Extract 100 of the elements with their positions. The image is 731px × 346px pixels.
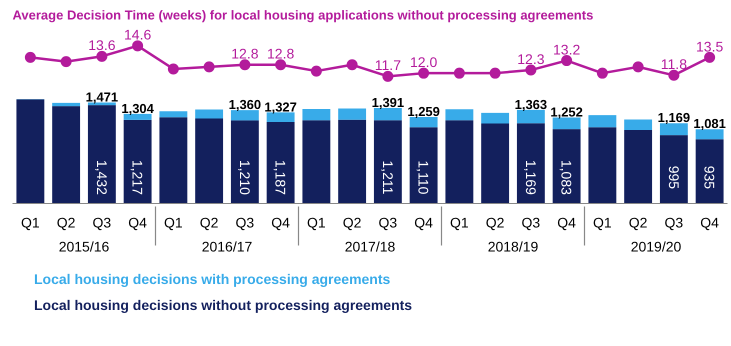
bar xyxy=(302,120,330,204)
data-label: 1,169 xyxy=(522,160,539,196)
point xyxy=(490,68,501,79)
point xyxy=(239,59,250,70)
bar xyxy=(230,120,259,204)
bar xyxy=(195,110,224,119)
bar xyxy=(410,127,438,204)
data-label: 12.8 xyxy=(231,46,259,62)
bar xyxy=(52,102,80,106)
bar xyxy=(624,130,652,204)
text: 2018/19 xyxy=(488,238,539,254)
point xyxy=(346,59,358,70)
bar xyxy=(124,114,152,120)
text: Local housing decisions without processing agreements xyxy=(34,297,412,313)
data-label: 12.0 xyxy=(410,54,438,70)
x-tick-label: Q4 xyxy=(128,214,148,230)
data-label: 1,210 xyxy=(236,160,253,196)
x-tick-label: Q4 xyxy=(557,214,576,230)
data-label: 12.3 xyxy=(517,50,545,67)
bar xyxy=(481,123,510,204)
data-label: 11.7 xyxy=(374,57,402,74)
bar xyxy=(445,120,474,204)
data-label: 995 xyxy=(666,166,682,190)
point xyxy=(60,56,72,68)
bar xyxy=(88,102,116,106)
data-label: 1,110 xyxy=(416,160,432,195)
data-label: 14.6 xyxy=(124,26,152,43)
data-label: 11.8 xyxy=(660,56,688,72)
point xyxy=(24,52,36,63)
bar xyxy=(445,109,474,120)
point xyxy=(561,55,572,66)
bar xyxy=(195,118,224,204)
x-tick-label: Q3 xyxy=(378,214,398,230)
x-tick-label: Q4 xyxy=(414,214,434,230)
total-label: 1,391 xyxy=(372,94,404,110)
bar xyxy=(159,117,188,204)
chart-title: Average Decision Time (weeks) for local housing applications without processing agreements xyxy=(12,8,594,22)
text: 2015/16 xyxy=(58,238,110,254)
data-label: 1,083 xyxy=(558,160,575,196)
point xyxy=(204,61,215,72)
bar xyxy=(16,99,44,204)
point xyxy=(596,68,608,79)
x-tick-label: Q2 xyxy=(56,214,76,230)
bar xyxy=(696,139,724,204)
text: 2019/20 xyxy=(630,238,682,254)
data-label: 13.2 xyxy=(553,41,580,58)
bar xyxy=(588,115,616,128)
point xyxy=(454,68,465,79)
point xyxy=(96,50,108,62)
data-label: 13.6 xyxy=(88,37,116,54)
x-tick-label: Q3 xyxy=(236,214,254,230)
point xyxy=(418,68,430,79)
bar xyxy=(374,120,402,204)
bar xyxy=(624,119,652,130)
bar xyxy=(588,127,616,204)
total-label: 1,327 xyxy=(264,99,297,114)
bar xyxy=(159,111,188,118)
bar xyxy=(660,123,688,136)
bar xyxy=(552,117,581,130)
x-tick-label: Q1 xyxy=(593,214,612,230)
data-label: 935 xyxy=(702,166,718,190)
x-tick-label: Q3 xyxy=(522,214,540,230)
x-tick-label: Q2 xyxy=(486,214,505,230)
point xyxy=(168,63,179,74)
data-label: 1,187 xyxy=(272,160,289,196)
bar xyxy=(230,110,259,120)
x-tick-label: Q1 xyxy=(21,214,40,230)
total-label: 1,169 xyxy=(658,110,690,126)
x-tick-label: Q2 xyxy=(200,214,219,230)
point xyxy=(704,52,716,63)
x-tick-label: Q4 xyxy=(700,214,720,230)
bar xyxy=(302,109,330,120)
total-label: 1,471 xyxy=(86,89,118,104)
x-tick-label: Q2 xyxy=(342,214,362,230)
bar xyxy=(481,112,510,124)
text: Local housing decisions with processing agreements xyxy=(34,271,390,287)
bar xyxy=(124,120,152,204)
x-tick-label: Q4 xyxy=(271,214,290,230)
bar xyxy=(696,129,724,140)
bar xyxy=(338,108,366,120)
text: 2016/17 xyxy=(202,238,253,254)
data-label: 1,432 xyxy=(94,160,110,196)
bar xyxy=(374,108,402,120)
x-tick-label: Q3 xyxy=(664,214,684,230)
point xyxy=(132,40,144,52)
x-tick-label: Q1 xyxy=(307,214,326,230)
total-label: 1,259 xyxy=(407,104,440,119)
data-label: 13.5 xyxy=(696,38,724,54)
point xyxy=(668,70,680,81)
bar xyxy=(552,129,581,204)
data-label: 1,211 xyxy=(380,160,396,195)
x-tick-label: Q1 xyxy=(164,214,183,230)
total-label: 1,360 xyxy=(228,97,262,112)
point xyxy=(382,70,394,82)
total-label: 1,304 xyxy=(121,100,155,116)
x-tick-label: Q1 xyxy=(450,214,469,230)
total-label: 1,363 xyxy=(514,96,548,112)
bar xyxy=(516,110,545,124)
bar xyxy=(88,105,116,204)
data-label: 12.8 xyxy=(267,46,294,62)
